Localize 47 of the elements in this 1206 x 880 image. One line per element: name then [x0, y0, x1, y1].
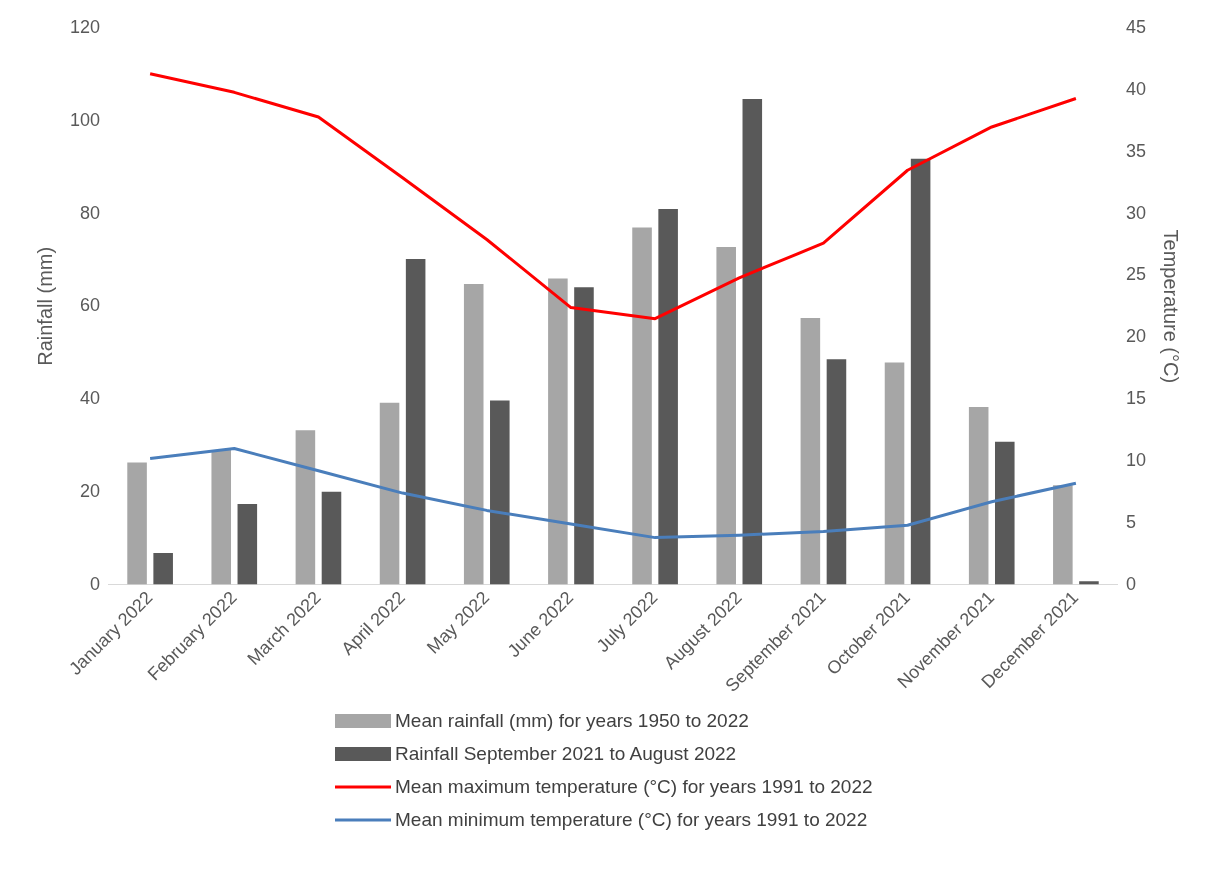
y-tick-label: 120	[69, 16, 101, 37]
y-axis-title: Rainfall (mm)	[33, 246, 56, 366]
bar	[716, 246, 736, 585]
bar	[742, 98, 763, 585]
legend-label: Mean minimum temperature (°C) for years 1991 to 2022	[395, 808, 868, 831]
y2-axis-title: Temperature (°C)	[1160, 229, 1183, 384]
bar	[884, 362, 905, 585]
bar	[995, 441, 1015, 585]
y-tick-label: 20	[80, 480, 101, 501]
bar	[800, 317, 821, 585]
y-tick-label: 100	[69, 109, 101, 130]
y2-tick-label: 10	[1125, 449, 1147, 470]
bar	[574, 287, 594, 585]
bar	[1053, 485, 1073, 585]
bar	[826, 359, 847, 585]
bar	[548, 278, 568, 585]
bar	[405, 259, 426, 585]
y2-tick-label: 0	[1125, 573, 1136, 594]
bar	[632, 227, 652, 585]
y2-tick-label: 5	[1125, 511, 1136, 532]
bar	[153, 553, 173, 585]
bar	[321, 491, 342, 585]
y2-tick-label: 35	[1125, 140, 1147, 161]
bar	[1079, 581, 1099, 585]
legend-label: Mean rainfall (mm) for years 1950 to 2022	[395, 709, 749, 732]
bar	[490, 400, 510, 585]
bar	[295, 430, 316, 585]
y2-tick-label: 30	[1125, 202, 1147, 223]
y2-tick-label: 40	[1125, 78, 1147, 99]
bar	[211, 450, 232, 585]
bar	[237, 503, 258, 585]
y2-tick-label: 25	[1125, 264, 1147, 285]
y2-tick-label: 45	[1125, 16, 1147, 37]
bar	[127, 462, 147, 585]
legend-label: Rainfall September 2021 to August 2022	[395, 742, 737, 765]
bar	[379, 402, 400, 585]
bar	[968, 406, 989, 585]
bar	[910, 158, 931, 585]
y2-tick-label: 20	[1125, 326, 1147, 347]
y-tick-label: 40	[80, 388, 101, 409]
y-tick-label: 80	[80, 202, 101, 223]
bar	[658, 208, 678, 585]
bar	[463, 284, 484, 585]
y-tick-label: 60	[80, 295, 101, 316]
legend-label: Mean maximum temperature (°C) for years 1991 to 2022	[395, 775, 873, 798]
y2-tick-label: 15	[1125, 388, 1147, 409]
y-tick-label: 0	[90, 573, 101, 594]
